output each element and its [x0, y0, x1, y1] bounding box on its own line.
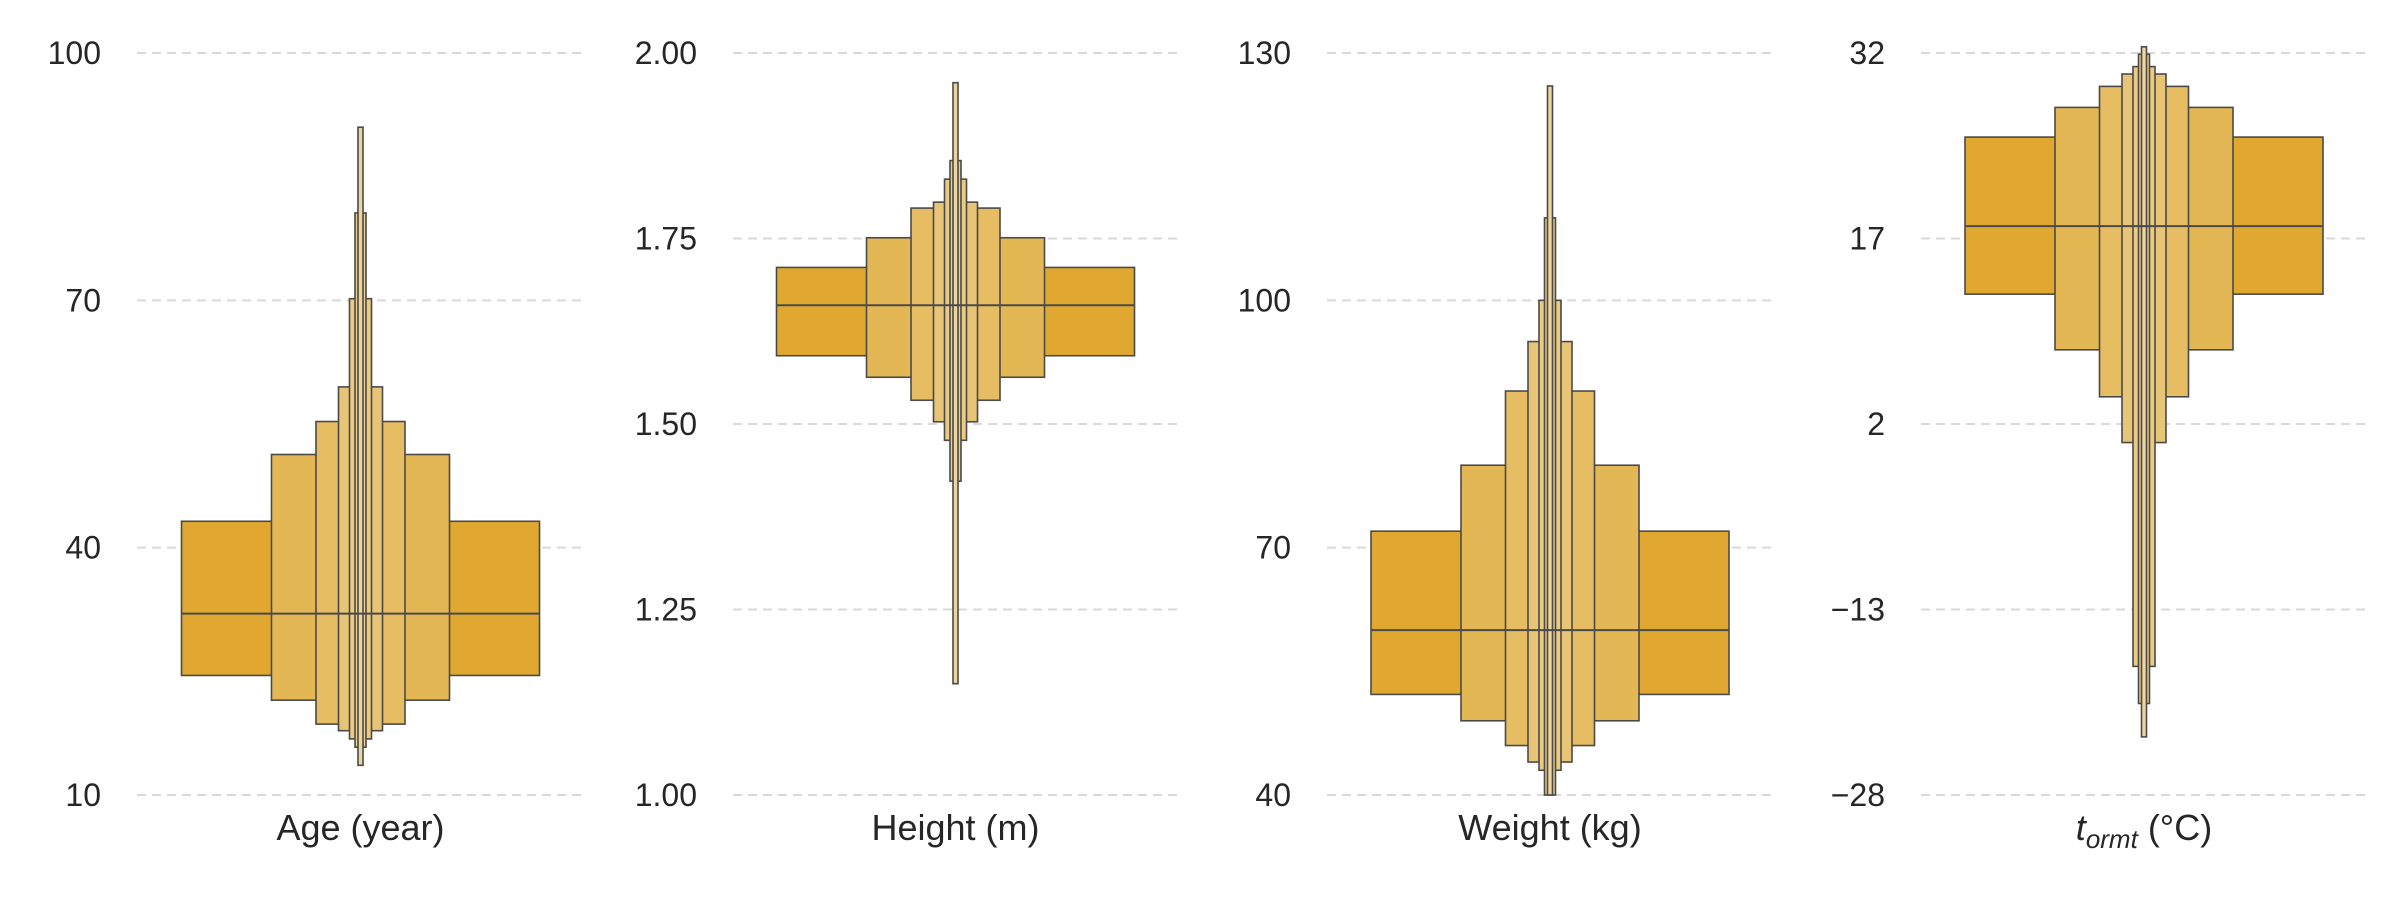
y-tick-label: 10 [65, 777, 101, 813]
y-tick-label: 100 [48, 35, 101, 71]
panel-3: 40 70 100 130 Weight (kg) [1238, 35, 1773, 848]
y-tick-label: 1.25 [635, 592, 697, 628]
boxen-level-7 [952, 81, 959, 685]
y-tick-label: 1.00 [635, 777, 697, 813]
x-axis-label: tormt (°C) [2076, 807, 2212, 854]
y-tick-label: −28 [1831, 777, 1885, 813]
y-tick-label: 32 [1849, 35, 1885, 71]
y-tick-label: 70 [65, 282, 101, 318]
boxen-level-7 [357, 126, 364, 767]
y-tick-label: 1.50 [635, 406, 697, 442]
x-axis-label: Weight (kg) [1458, 807, 1641, 848]
y-tick-label: 40 [65, 530, 101, 566]
boxen-level-7 [2140, 46, 2148, 738]
y-tick-label: 1.75 [635, 221, 697, 257]
y-tick-label: 2.00 [635, 35, 697, 71]
y-tick-label: 2 [1867, 406, 1885, 442]
panel-4: −28 −13 2 17 32 tormt (°C) [1831, 35, 2367, 854]
y-tick-label: 17 [1849, 221, 1885, 257]
panel-1: 10 40 70 100 Age (year) [48, 35, 584, 848]
y-tick-label: −13 [1831, 592, 1885, 628]
boxen-level-7 [1546, 85, 1554, 796]
y-tick-label: 70 [1255, 530, 1291, 566]
x-axis-label: Height (m) [871, 807, 1039, 848]
x-axis-label: Age (year) [276, 807, 444, 848]
panel-2: 1.00 1.25 1.50 1.75 2.00 Height (m) [635, 35, 1178, 848]
y-tick-label: 40 [1255, 777, 1291, 813]
y-tick-label: 100 [1238, 282, 1291, 318]
y-tick-label: 130 [1238, 35, 1291, 71]
